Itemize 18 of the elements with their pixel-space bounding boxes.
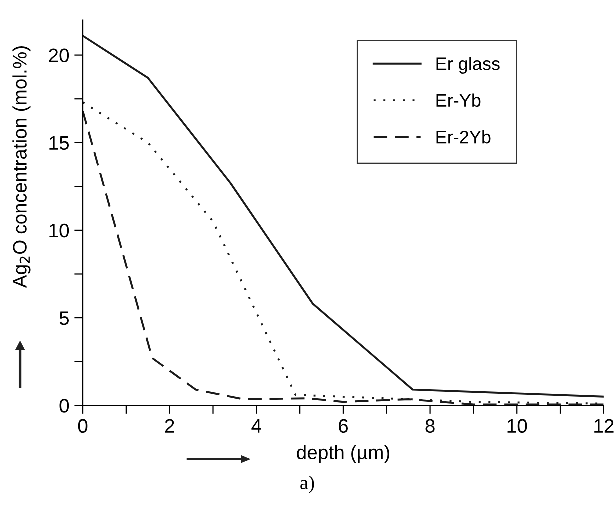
y-axis-title: Ag$_{2}$O concentration (mol.%) bbox=[12, 46, 31, 288]
x-tick-label: 6 bbox=[339, 419, 348, 434]
legend-label: Er-2Yb bbox=[436, 130, 491, 144]
y-tick-label: 10 bbox=[50, 224, 70, 238]
text: a) bbox=[300, 476, 314, 494]
x-tick-label: 8 bbox=[426, 419, 435, 434]
x-tick-label: 4 bbox=[252, 420, 262, 433]
y-tick-label: 0 bbox=[60, 399, 70, 413]
x-tick-label: 10 bbox=[508, 419, 528, 434]
y-tick-label: 20 bbox=[49, 48, 70, 63]
x-tick-label: 2 bbox=[165, 419, 174, 433]
legend-label: Er glass bbox=[436, 57, 500, 74]
legend-label: Er-Yb bbox=[436, 94, 481, 108]
y-tick-label: 5 bbox=[60, 312, 70, 326]
x-axis-title: depth (µm) bbox=[297, 445, 390, 464]
y-tick-label: 15 bbox=[50, 136, 70, 150]
x-tick-label: 0 bbox=[78, 419, 88, 434]
x-tick-label: 12 bbox=[594, 419, 614, 433]
